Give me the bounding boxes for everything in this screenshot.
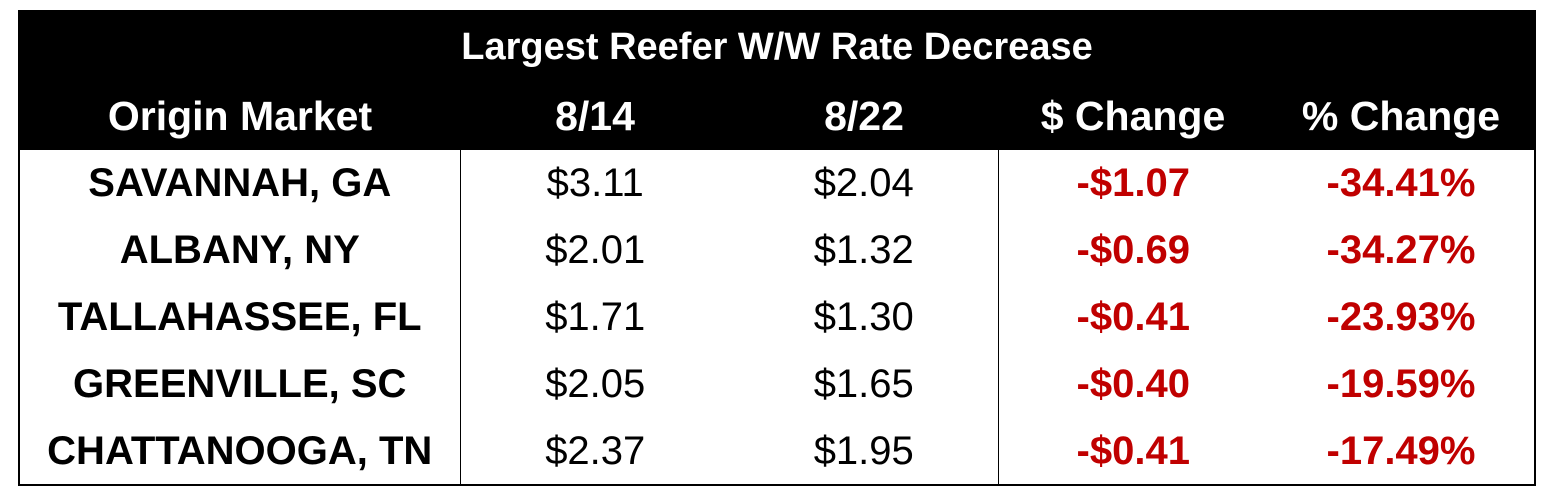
rate-8-14-cell: $2.01 — [545, 228, 646, 272]
reefer-rate-table: Largest Reefer W/W Rate Decrease Origin … — [20, 12, 1534, 485]
origin-market-cell: GREENVILLE, SC — [20, 351, 461, 418]
rate-8-22-cell: $2.04 — [730, 150, 999, 217]
dollar-change-cell: -$0.41 — [1076, 295, 1190, 339]
header-dollar-change: $ Change — [998, 82, 1268, 150]
table-header-row: Origin Market 8/14 8/22 $ Change % Chang… — [20, 82, 1534, 150]
origin-market-cell: SAVANNAH, GA — [20, 150, 461, 217]
dollar-change-cell: -$0.40 — [1076, 362, 1190, 406]
table-row: ALBANY, NY $2.01 $1.32 -$0.69 -34.27% — [20, 217, 1534, 284]
table-row: GREENVILLE, SC $2.05 $1.65 -$0.40 -19.59… — [20, 351, 1534, 418]
dollar-change-cell: -$0.69 — [1076, 228, 1190, 272]
percent-change-cell: -34.41% — [1326, 161, 1476, 205]
percent-change-cell: -34.27% — [1326, 228, 1476, 272]
origin-market-cell: CHATTANOOGA, TN — [20, 418, 461, 485]
rate-8-22-cell: $1.32 — [730, 217, 999, 284]
header-date-8-14: 8/14 — [460, 82, 730, 150]
rate-8-14-cell: $1.71 — [545, 295, 646, 339]
percent-change-cell: -23.93% — [1326, 295, 1476, 339]
dollar-change-cell: -$0.41 — [1076, 429, 1190, 473]
percent-change-cell: -19.59% — [1326, 362, 1476, 406]
table-title-row: Largest Reefer W/W Rate Decrease — [20, 12, 1534, 82]
dollar-change-cell: -$1.07 — [1076, 161, 1190, 205]
rate-8-14-cell: $3.11 — [546, 161, 644, 205]
header-date-8-22: 8/22 — [730, 82, 998, 150]
table-title: Largest Reefer W/W Rate Decrease — [20, 12, 1534, 82]
percent-change-cell: -17.49% — [1326, 429, 1476, 473]
rate-8-14-cell: $2.05 — [545, 362, 646, 406]
rate-8-22-cell: $1.65 — [730, 351, 999, 418]
rate-8-14-cell: $2.37 — [545, 429, 646, 473]
header-percent-change: % Change — [1268, 82, 1534, 150]
table-row: SAVANNAH, GA $3.11 $2.04 -$1.07 -34.41% — [20, 150, 1534, 217]
rate-8-22-cell: $1.30 — [730, 284, 999, 351]
table-row: TALLAHASSEE, FL $1.71 $1.30 -$0.41 -23.9… — [20, 284, 1534, 351]
table-row: CHATTANOOGA, TN $2.37 $1.95 -$0.41 -17.4… — [20, 418, 1534, 485]
rate-8-22-cell: $1.95 — [730, 418, 999, 485]
header-origin-market: Origin Market — [20, 82, 460, 150]
origin-market-cell: TALLAHASSEE, FL — [20, 284, 461, 351]
rate-table-container: Largest Reefer W/W Rate Decrease Origin … — [18, 10, 1536, 486]
origin-market-cell: ALBANY, NY — [20, 217, 461, 284]
